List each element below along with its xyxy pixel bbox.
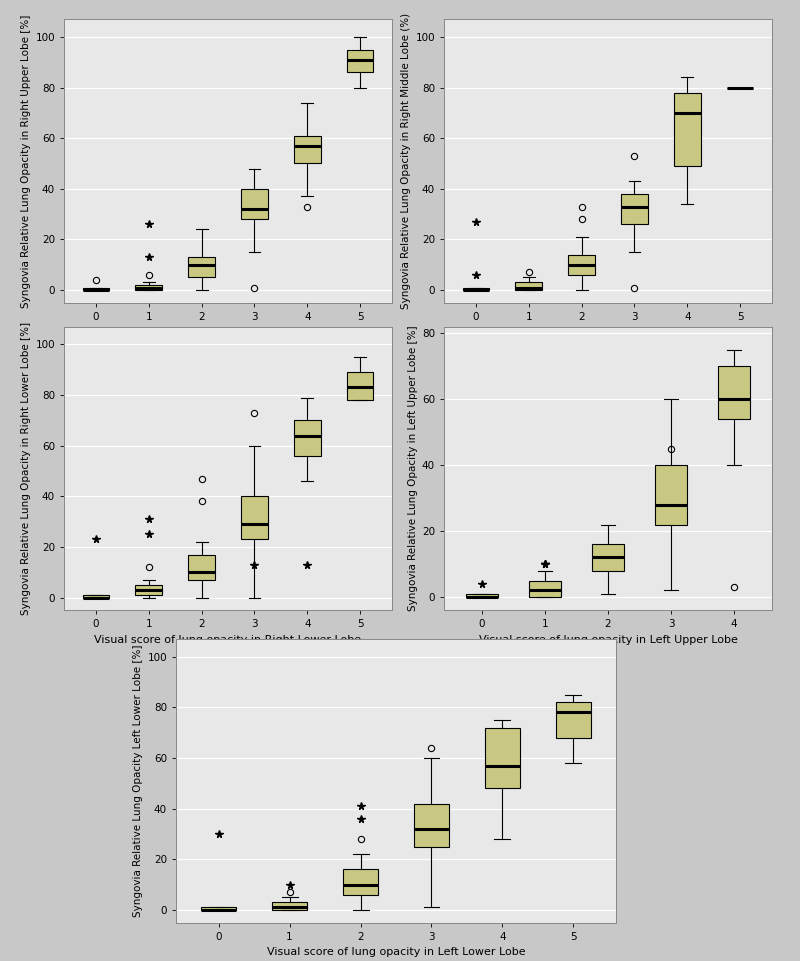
Bar	[347, 372, 374, 400]
Bar	[655, 465, 687, 525]
X-axis label: Visual score of lung opacity in Left Upper Lobe: Visual score of lung opacity in Left Upp…	[478, 635, 738, 645]
Bar	[556, 702, 591, 738]
X-axis label: Visual score of lung opacity in Left Lower Lobe: Visual score of lung opacity in Left Low…	[266, 948, 526, 957]
Bar	[272, 902, 307, 910]
Y-axis label: Syngovia Relative Lung Opacity in Right Middle Lobe (%): Syngovia Relative Lung Opacity in Right …	[401, 12, 411, 309]
X-axis label: Visual score of lung opacity in Right Lower Lobe: Visual score of lung opacity in Right Lo…	[94, 635, 362, 645]
Bar	[82, 287, 109, 290]
Bar	[188, 258, 214, 278]
Bar	[135, 585, 162, 595]
Bar	[529, 580, 561, 597]
X-axis label: Visual score of lung opacity in Right Middle Lobe: Visual score of lung opacity in Right Mi…	[473, 328, 743, 337]
Bar	[515, 283, 542, 290]
Bar	[242, 496, 268, 539]
Bar	[242, 188, 268, 219]
Bar	[622, 194, 648, 224]
Bar	[485, 727, 520, 788]
Y-axis label: Syngovia Relative Lung Opacity in Right Upper Lobe [%]: Syngovia Relative Lung Opacity in Right …	[21, 14, 31, 308]
Y-axis label: Syngovia Relative Lung Opacity in Right Lower Lobe [%]: Syngovia Relative Lung Opacity in Right …	[21, 322, 31, 615]
X-axis label: Visual score of lung opacity in Right Upper Lobe: Visual score of lung opacity in Right Up…	[94, 328, 362, 337]
Bar	[201, 907, 236, 910]
Bar	[466, 594, 498, 597]
Bar	[347, 50, 374, 72]
Bar	[568, 255, 594, 275]
Y-axis label: Syngovia Relative Lung Opacity Left Lower Lobe [%]: Syngovia Relative Lung Opacity Left Lowe…	[133, 645, 143, 917]
Bar	[294, 420, 321, 456]
Bar	[462, 287, 489, 290]
Y-axis label: Syngovia Relative Lung Opacity in Left Upper Lobe [%]: Syngovia Relative Lung Opacity in Left U…	[408, 326, 418, 611]
Bar	[82, 595, 109, 598]
Bar	[718, 366, 750, 419]
Bar	[414, 803, 450, 847]
Bar	[188, 554, 214, 579]
Bar	[592, 544, 624, 571]
Bar	[135, 285, 162, 290]
Bar	[294, 136, 321, 163]
Bar	[342, 870, 378, 895]
Bar	[674, 92, 701, 166]
